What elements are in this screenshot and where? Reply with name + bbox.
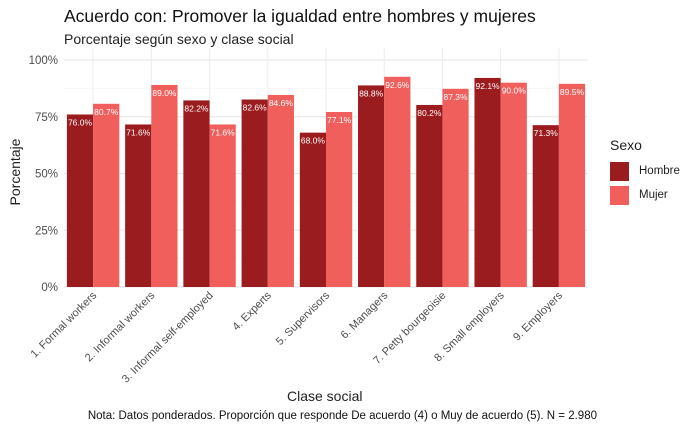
data-label: 68.0% (301, 136, 326, 146)
x-tick-label: 9. Employers (511, 289, 565, 343)
bar-hombre (532, 125, 559, 287)
x-tick-label: 5. Supervisors (274, 289, 333, 348)
bar-mujer (151, 84, 178, 287)
data-label: 71.6% (211, 127, 236, 137)
y-tick-label: 100% (29, 55, 58, 67)
legend: Sexo Hombre Mujer (610, 137, 680, 207)
legend-swatch-hombre (610, 161, 629, 181)
y-axis-label: Porcentaje (7, 138, 23, 206)
data-label: 82.6% (243, 102, 268, 112)
bar-hombre (299, 132, 326, 287)
data-label: 87.3% (443, 92, 468, 102)
data-label: 82.2% (184, 103, 209, 113)
legend-swatch-mujer (610, 185, 629, 205)
legend-item-mujer: Mujer (610, 183, 680, 207)
y-ticks-layer: 0% 25% 50% 75% 100% (29, 55, 58, 294)
legend-title: Sexo (610, 137, 642, 153)
bar-mujer (500, 82, 527, 287)
bar-mujer (442, 88, 469, 287)
bar-hombre (474, 77, 501, 287)
legend-label-mujer: Mujer (639, 189, 668, 201)
data-label: 89.0% (152, 88, 177, 98)
bar-hombre (125, 124, 152, 287)
x-axis-label: Clase social (287, 388, 363, 404)
legend-label-hombre: Hombre (639, 165, 680, 177)
data-label: 77.1% (327, 115, 352, 125)
data-label: 84.6% (269, 98, 294, 108)
bar-mujer (209, 124, 236, 287)
data-label: 92.1% (476, 81, 501, 91)
y-tick-label: 50% (35, 169, 58, 181)
data-labels-layer: 76.0%80.7% 71.6% 89.0% 82.2% 71.6% 82.6% 84.6%… (68, 80, 585, 146)
chart-caption: Nota: Datos ponderados. Proporción que r… (87, 410, 597, 422)
bar-mujer (326, 111, 353, 287)
y-tick-label: 75% (35, 112, 58, 124)
bar-hombre (66, 114, 94, 287)
x-tick-label: 6. Managers (339, 289, 391, 341)
data-label: 71.3% (534, 128, 559, 138)
y-tick-label: 0% (41, 282, 58, 294)
bars-layer (66, 76, 586, 288)
x-tick-label: 4. Experts (230, 289, 274, 333)
bar-hombre (416, 104, 443, 287)
bar-hombre (358, 85, 385, 287)
y-tick-label: 25% (35, 225, 58, 237)
data-label: 76.0% (68, 117, 93, 127)
data-label: 89.5% (560, 87, 585, 97)
bar-hombre (183, 100, 210, 287)
bar-mujer (267, 94, 294, 287)
chart-subtitle: Porcentaje según sexo y clase social (64, 31, 294, 47)
bar-hombre (241, 99, 268, 287)
data-label: 71.6% (126, 127, 151, 137)
data-label: 80.7% (94, 107, 119, 117)
data-label: 90.0% (502, 86, 527, 96)
chart-title: Acuerdo con: Promover la igualdad entre … (64, 6, 536, 26)
bar-mujer (558, 83, 586, 288)
bar-mujer (93, 103, 120, 287)
data-label: 92.6% (385, 80, 410, 90)
data-label: 88.8% (359, 88, 384, 98)
legend-item-hombre: Hombre (610, 159, 680, 183)
data-label: 80.2% (417, 108, 442, 118)
bar-mujer (384, 76, 411, 287)
